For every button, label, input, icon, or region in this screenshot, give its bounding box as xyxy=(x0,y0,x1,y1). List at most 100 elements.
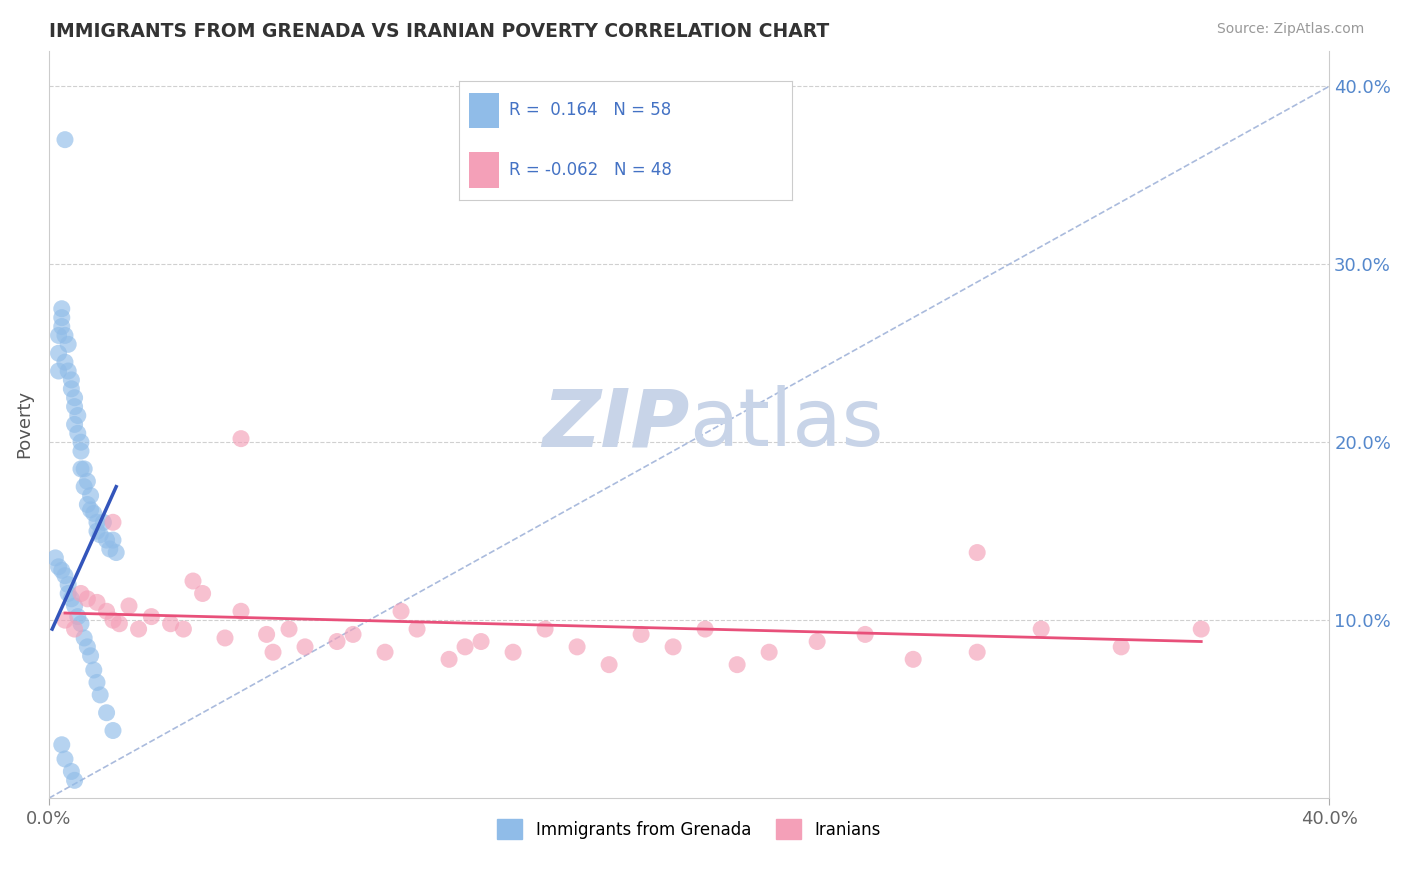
Point xyxy=(181,574,204,588)
Point xyxy=(966,645,988,659)
Point xyxy=(53,752,76,766)
Point xyxy=(51,319,73,334)
Point xyxy=(70,616,93,631)
Point xyxy=(229,604,252,618)
Point xyxy=(101,516,124,530)
Point xyxy=(51,563,73,577)
Point xyxy=(98,541,121,556)
Point xyxy=(66,409,89,423)
Point xyxy=(53,613,76,627)
Point xyxy=(51,301,73,316)
Point xyxy=(76,640,98,654)
Point xyxy=(73,631,96,645)
Text: ZIP: ZIP xyxy=(541,385,689,464)
Point xyxy=(63,417,86,432)
Point xyxy=(53,133,76,147)
Point xyxy=(159,616,181,631)
Point xyxy=(48,346,70,360)
Point xyxy=(76,591,98,606)
Point xyxy=(60,373,83,387)
Point xyxy=(79,489,101,503)
Point xyxy=(83,507,105,521)
Point xyxy=(60,382,83,396)
Text: atlas: atlas xyxy=(689,385,883,464)
Point xyxy=(278,622,301,636)
Point xyxy=(565,640,588,654)
Point xyxy=(48,364,70,378)
Text: IMMIGRANTS FROM GRENADA VS IRANIAN POVERTY CORRELATION CHART: IMMIGRANTS FROM GRENADA VS IRANIAN POVER… xyxy=(49,22,830,41)
Point xyxy=(853,627,876,641)
Y-axis label: Poverty: Poverty xyxy=(15,391,32,458)
Point xyxy=(56,586,79,600)
Point xyxy=(598,657,620,672)
Point xyxy=(51,738,73,752)
Point xyxy=(118,599,141,613)
Point xyxy=(105,545,128,559)
Point xyxy=(44,550,66,565)
Point xyxy=(63,622,86,636)
Point xyxy=(56,577,79,591)
Legend: Immigrants from Grenada, Iranians: Immigrants from Grenada, Iranians xyxy=(491,813,887,846)
Point xyxy=(96,533,118,547)
Point xyxy=(96,604,118,618)
Point xyxy=(48,559,70,574)
Point xyxy=(86,675,108,690)
Point xyxy=(53,328,76,343)
Point xyxy=(901,652,924,666)
Point xyxy=(966,545,988,559)
Point xyxy=(51,310,73,325)
Point xyxy=(66,609,89,624)
Point xyxy=(53,355,76,369)
Point xyxy=(96,706,118,720)
Point xyxy=(454,640,477,654)
Point xyxy=(141,609,163,624)
Point xyxy=(256,627,278,641)
Point xyxy=(60,591,83,606)
Point xyxy=(53,568,76,582)
Point xyxy=(502,645,524,659)
Point xyxy=(128,622,150,636)
Point xyxy=(758,645,780,659)
Point xyxy=(79,503,101,517)
Point xyxy=(86,516,108,530)
Point xyxy=(48,328,70,343)
Point xyxy=(470,634,492,648)
Point xyxy=(63,400,86,414)
Point xyxy=(172,622,194,636)
Point xyxy=(70,435,93,450)
Point xyxy=(89,688,111,702)
Point xyxy=(101,723,124,738)
Point xyxy=(1109,640,1132,654)
Point xyxy=(76,475,98,489)
Point xyxy=(374,645,396,659)
Point xyxy=(73,480,96,494)
Point xyxy=(63,599,86,613)
Point xyxy=(56,364,79,378)
Point xyxy=(73,462,96,476)
Point xyxy=(66,426,89,441)
Point xyxy=(191,586,214,600)
Point xyxy=(262,645,284,659)
Point xyxy=(60,764,83,779)
Point xyxy=(1031,622,1053,636)
Point xyxy=(56,337,79,351)
Point xyxy=(86,524,108,539)
Point xyxy=(93,516,115,530)
Point xyxy=(389,604,412,618)
Point xyxy=(76,498,98,512)
Point xyxy=(534,622,557,636)
Point xyxy=(86,595,108,609)
Point xyxy=(63,773,86,788)
Point xyxy=(89,527,111,541)
Point xyxy=(806,634,828,648)
Point xyxy=(725,657,748,672)
Point xyxy=(83,663,105,677)
Point xyxy=(79,648,101,663)
Point xyxy=(406,622,429,636)
Point xyxy=(70,462,93,476)
Point xyxy=(63,391,86,405)
Point xyxy=(342,627,364,641)
Point xyxy=(630,627,652,641)
Point xyxy=(101,613,124,627)
Point xyxy=(695,622,717,636)
